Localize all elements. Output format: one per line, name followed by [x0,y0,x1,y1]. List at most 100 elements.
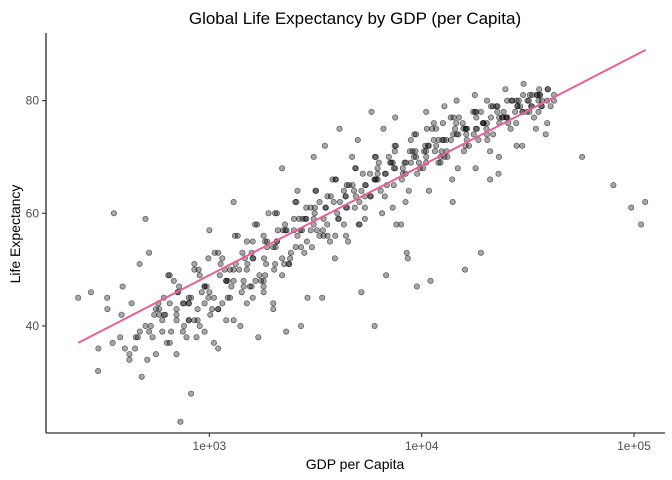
data-point [198,289,205,296]
data-point [424,142,431,149]
data-point [297,244,304,251]
data-point [453,131,460,138]
data-point [260,232,267,239]
data-point [366,170,373,177]
x-tick-label: 1e+03 [193,439,227,453]
data-point [310,153,317,160]
data-point [224,277,231,284]
data-point [170,277,177,284]
data-point [536,86,543,93]
data-point [487,148,494,155]
data-point [579,153,586,160]
data-point [453,120,460,127]
data-point [340,187,347,194]
data-point [117,334,124,341]
data-point [285,260,292,267]
data-point [166,272,173,279]
data-point [195,266,202,273]
data-point [471,108,478,115]
data-point [308,244,315,251]
data-point [519,142,526,149]
data-point [201,328,208,335]
data-point [349,153,356,160]
data-point [104,294,111,301]
data-point [343,182,350,189]
data-point [628,204,635,211]
data-point [371,322,378,329]
data-point [201,300,208,307]
data-point [191,260,198,267]
data-point [287,249,294,256]
data-point [502,86,509,93]
data-point [479,120,486,127]
data-point [399,165,406,172]
data-point [358,289,365,296]
data-point [451,125,458,132]
data-point [372,153,379,160]
data-point [297,322,304,329]
data-point [465,142,472,149]
data-point [260,283,267,290]
data-point [414,170,421,177]
data-point [240,277,247,284]
data-point [211,249,218,256]
data-point [244,260,251,267]
data-point [188,294,195,301]
data-point [542,131,549,138]
data-point [320,232,327,239]
data-point [423,108,430,115]
data-point [206,227,213,234]
data-point [342,232,349,239]
data-point [487,114,494,121]
data-point [496,114,503,121]
data-point [503,114,510,121]
data-point [228,283,235,290]
data-point [412,153,419,160]
data-point [443,137,450,144]
data-point [430,137,437,144]
data-point [206,289,213,296]
data-point [109,339,116,346]
y-axis-title: Life Expectancy [7,185,23,284]
data-point [355,221,362,228]
data-point [398,221,405,228]
data-point [350,187,357,194]
data-point [183,334,190,341]
data-point [146,249,153,256]
data-point [177,418,184,425]
data-point [460,148,467,155]
data-point [450,131,457,138]
data-point [279,227,286,234]
data-point [471,92,478,99]
data-point [453,97,460,104]
data-point [359,170,366,177]
data-point [196,272,203,279]
data-point [455,114,462,121]
data-point [361,204,368,211]
data-point [246,283,253,290]
data-point [243,238,250,245]
data-point [118,311,125,318]
data-point [176,283,183,290]
data-point [415,159,422,166]
data-point [371,176,378,183]
data-point [270,244,277,251]
data-point [351,204,358,211]
data-point [132,345,139,352]
data-point [373,176,380,183]
data-point [236,266,243,273]
data-point [262,272,269,279]
data-point [330,199,337,206]
x-tick-label: 1e+05 [617,439,651,453]
data-point [544,120,551,127]
data-point [283,328,290,335]
data-point [272,244,279,251]
data-point [321,142,328,149]
data-point [173,317,180,324]
data-point [447,137,454,144]
data-point [270,306,277,313]
data-point [166,339,173,346]
data-point [642,199,649,206]
data-point [329,176,336,183]
